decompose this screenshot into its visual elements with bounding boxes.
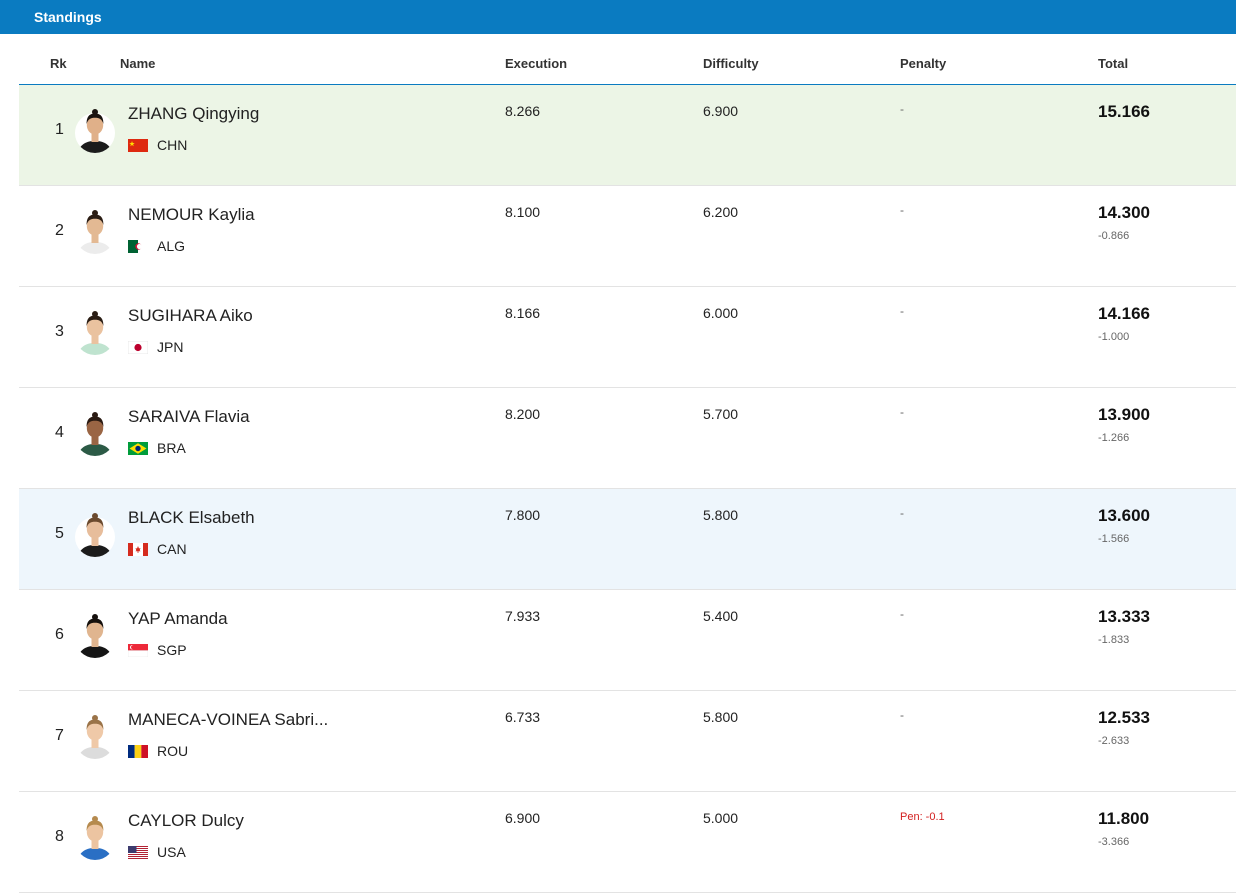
table-row[interactable]: 4 SARAIVA Flavia BRA 8.200 5.700 - 13.900 -1.26… — [19, 388, 1236, 489]
nationality: CAN — [128, 541, 187, 557]
penalty-value: - — [900, 102, 904, 116]
difficulty-score: 5.700 — [703, 406, 739, 422]
standings-table: Rk Name Execution Difficulty Penalty Tot… — [19, 34, 1236, 893]
sgp-flag-icon — [128, 643, 157, 657]
gap-to-leader: -1.000 — [1098, 331, 1130, 343]
penalty-value: - — [900, 203, 904, 217]
execution-score: 8.166 — [505, 305, 541, 321]
usa-flag-icon — [128, 845, 157, 859]
table-row[interactable]: 3 SUGIHARA Aiko JPN 8.166 6.000 - 14.166 -1.000 — [19, 287, 1236, 388]
rank-cell: 5 — [55, 525, 64, 542]
noc-code: BRA — [157, 440, 186, 456]
total-score: 15.166 — [1098, 102, 1150, 121]
nationality: SGP — [128, 642, 187, 658]
penalty-value: - — [900, 506, 904, 520]
noc-code: CHN — [157, 137, 188, 153]
rank-cell: 6 — [55, 626, 64, 643]
penalty-value: - — [900, 304, 904, 318]
table-row[interactable]: 6 YAP Amanda SGP 7.933 5.400 - 13.333 -1.833 — [19, 590, 1236, 691]
chn-flag-icon — [128, 138, 157, 152]
difficulty-score: 5.800 — [703, 709, 739, 725]
gap-to-leader: -2.633 — [1098, 735, 1130, 747]
penalty-value: - — [900, 405, 904, 419]
noc-code: JPN — [157, 339, 184, 355]
rank-cell: 2 — [55, 222, 64, 239]
gap-to-leader: -1.566 — [1098, 533, 1130, 545]
execution-score: 6.900 — [505, 810, 541, 826]
noc-code: SGP — [157, 642, 187, 658]
noc-code: USA — [157, 844, 186, 860]
athlete-name-link[interactable]: YAP Amanda — [128, 609, 228, 628]
table-body: 1 ZHANG Qingying CHN 8.266 6.900 - 15.166 2 NEMO… — [19, 85, 1236, 893]
col-penalty: Penalty — [900, 56, 947, 71]
rank-cell: 3 — [55, 323, 64, 340]
rank-cell: 8 — [55, 828, 64, 845]
nationality: JPN — [128, 339, 183, 355]
total-score: 13.900 — [1098, 405, 1150, 424]
col-difficulty: Difficulty — [703, 56, 759, 71]
table-row[interactable]: 1 ZHANG Qingying CHN 8.266 6.900 - 15.166 — [19, 85, 1236, 186]
total-score: 13.333 — [1098, 607, 1150, 626]
nationality: ROU — [128, 743, 188, 759]
athlete-name-link[interactable]: MANECA-VOINEA Sabri... — [128, 710, 329, 729]
gap-to-leader: -0.866 — [1098, 230, 1130, 242]
noc-code: ROU — [157, 743, 189, 759]
penalty-value: Pen: -0.1 — [900, 811, 945, 823]
bra-flag-icon — [128, 441, 157, 455]
col-total: Total — [1098, 56, 1129, 71]
jpn-flag-icon — [128, 340, 157, 354]
nationality: BRA — [128, 440, 186, 456]
total-score: 12.533 — [1098, 708, 1150, 727]
rank-cell: 1 — [55, 121, 64, 138]
athlete-name-link[interactable]: NEMOUR Kaylia — [128, 205, 255, 224]
col-name: Name — [120, 56, 156, 71]
table-header: Rk Name Execution Difficulty Penalty Tot… — [19, 34, 1236, 85]
nationality: CHN — [128, 137, 187, 153]
difficulty-score: 6.200 — [703, 204, 739, 220]
difficulty-score: 5.800 — [703, 507, 739, 523]
can-flag-icon — [128, 542, 157, 556]
table-row[interactable]: 2 NEMOUR Kaylia ALG 8.100 6.200 - 14.300 -0.866 — [19, 186, 1236, 287]
nationality: ALG — [128, 238, 185, 254]
penalty-value: - — [900, 607, 904, 621]
col-rank: Rk — [50, 56, 67, 71]
difficulty-score: 5.000 — [703, 810, 739, 826]
execution-score: 7.800 — [505, 507, 541, 523]
alg-flag-icon — [128, 239, 157, 253]
table-row[interactable]: 5 BLACK Elsabeth CAN 7.800 5.800 - 13.600 -1.56… — [19, 489, 1236, 590]
penalty-value: - — [900, 708, 904, 722]
gap-to-leader: -1.266 — [1098, 432, 1130, 444]
rank-cell: 4 — [55, 424, 64, 441]
gap-to-leader: -3.366 — [1098, 836, 1130, 848]
standings-header-bar: Standings — [0, 0, 1236, 34]
noc-code: CAN — [157, 541, 187, 557]
athlete-name-link[interactable]: BLACK Elsabeth — [128, 508, 255, 527]
noc-code: ALG — [157, 238, 186, 254]
table-row[interactable]: 7 MANECA-VOINEA Sabri... ROU 6.733 5.800 - 12.… — [19, 691, 1236, 792]
execution-score: 7.933 — [505, 608, 541, 624]
table-row[interactable]: 8 CAYLOR Dulcy USA 6.900 5.000 Pen: -0.1 11.80… — [19, 792, 1236, 893]
execution-score: 8.266 — [505, 103, 541, 119]
difficulty-score: 6.900 — [703, 103, 739, 119]
rank-cell: 7 — [55, 727, 64, 744]
total-score: 11.800 — [1098, 809, 1150, 828]
gap-to-leader: -1.833 — [1098, 634, 1130, 646]
standings-title: Standings — [34, 9, 102, 25]
difficulty-score: 5.400 — [703, 608, 739, 624]
athlete-name-link[interactable]: CAYLOR Dulcy — [128, 811, 244, 830]
difficulty-score: 6.000 — [703, 305, 739, 321]
rou-flag-icon — [128, 744, 157, 758]
execution-score: 8.200 — [505, 406, 541, 422]
nationality: USA — [128, 844, 186, 860]
athlete-name-link[interactable]: SUGIHARA Aiko — [128, 306, 253, 325]
total-score: 14.166 — [1098, 304, 1150, 323]
athlete-name-link[interactable]: SARAIVA Flavia — [128, 407, 250, 426]
total-score: 14.300 — [1098, 203, 1150, 222]
execution-score: 8.100 — [505, 204, 541, 220]
col-execution: Execution — [505, 56, 568, 71]
total-score: 13.600 — [1098, 506, 1150, 525]
athlete-name-link[interactable]: ZHANG Qingying — [128, 104, 260, 123]
execution-score: 6.733 — [505, 709, 541, 725]
